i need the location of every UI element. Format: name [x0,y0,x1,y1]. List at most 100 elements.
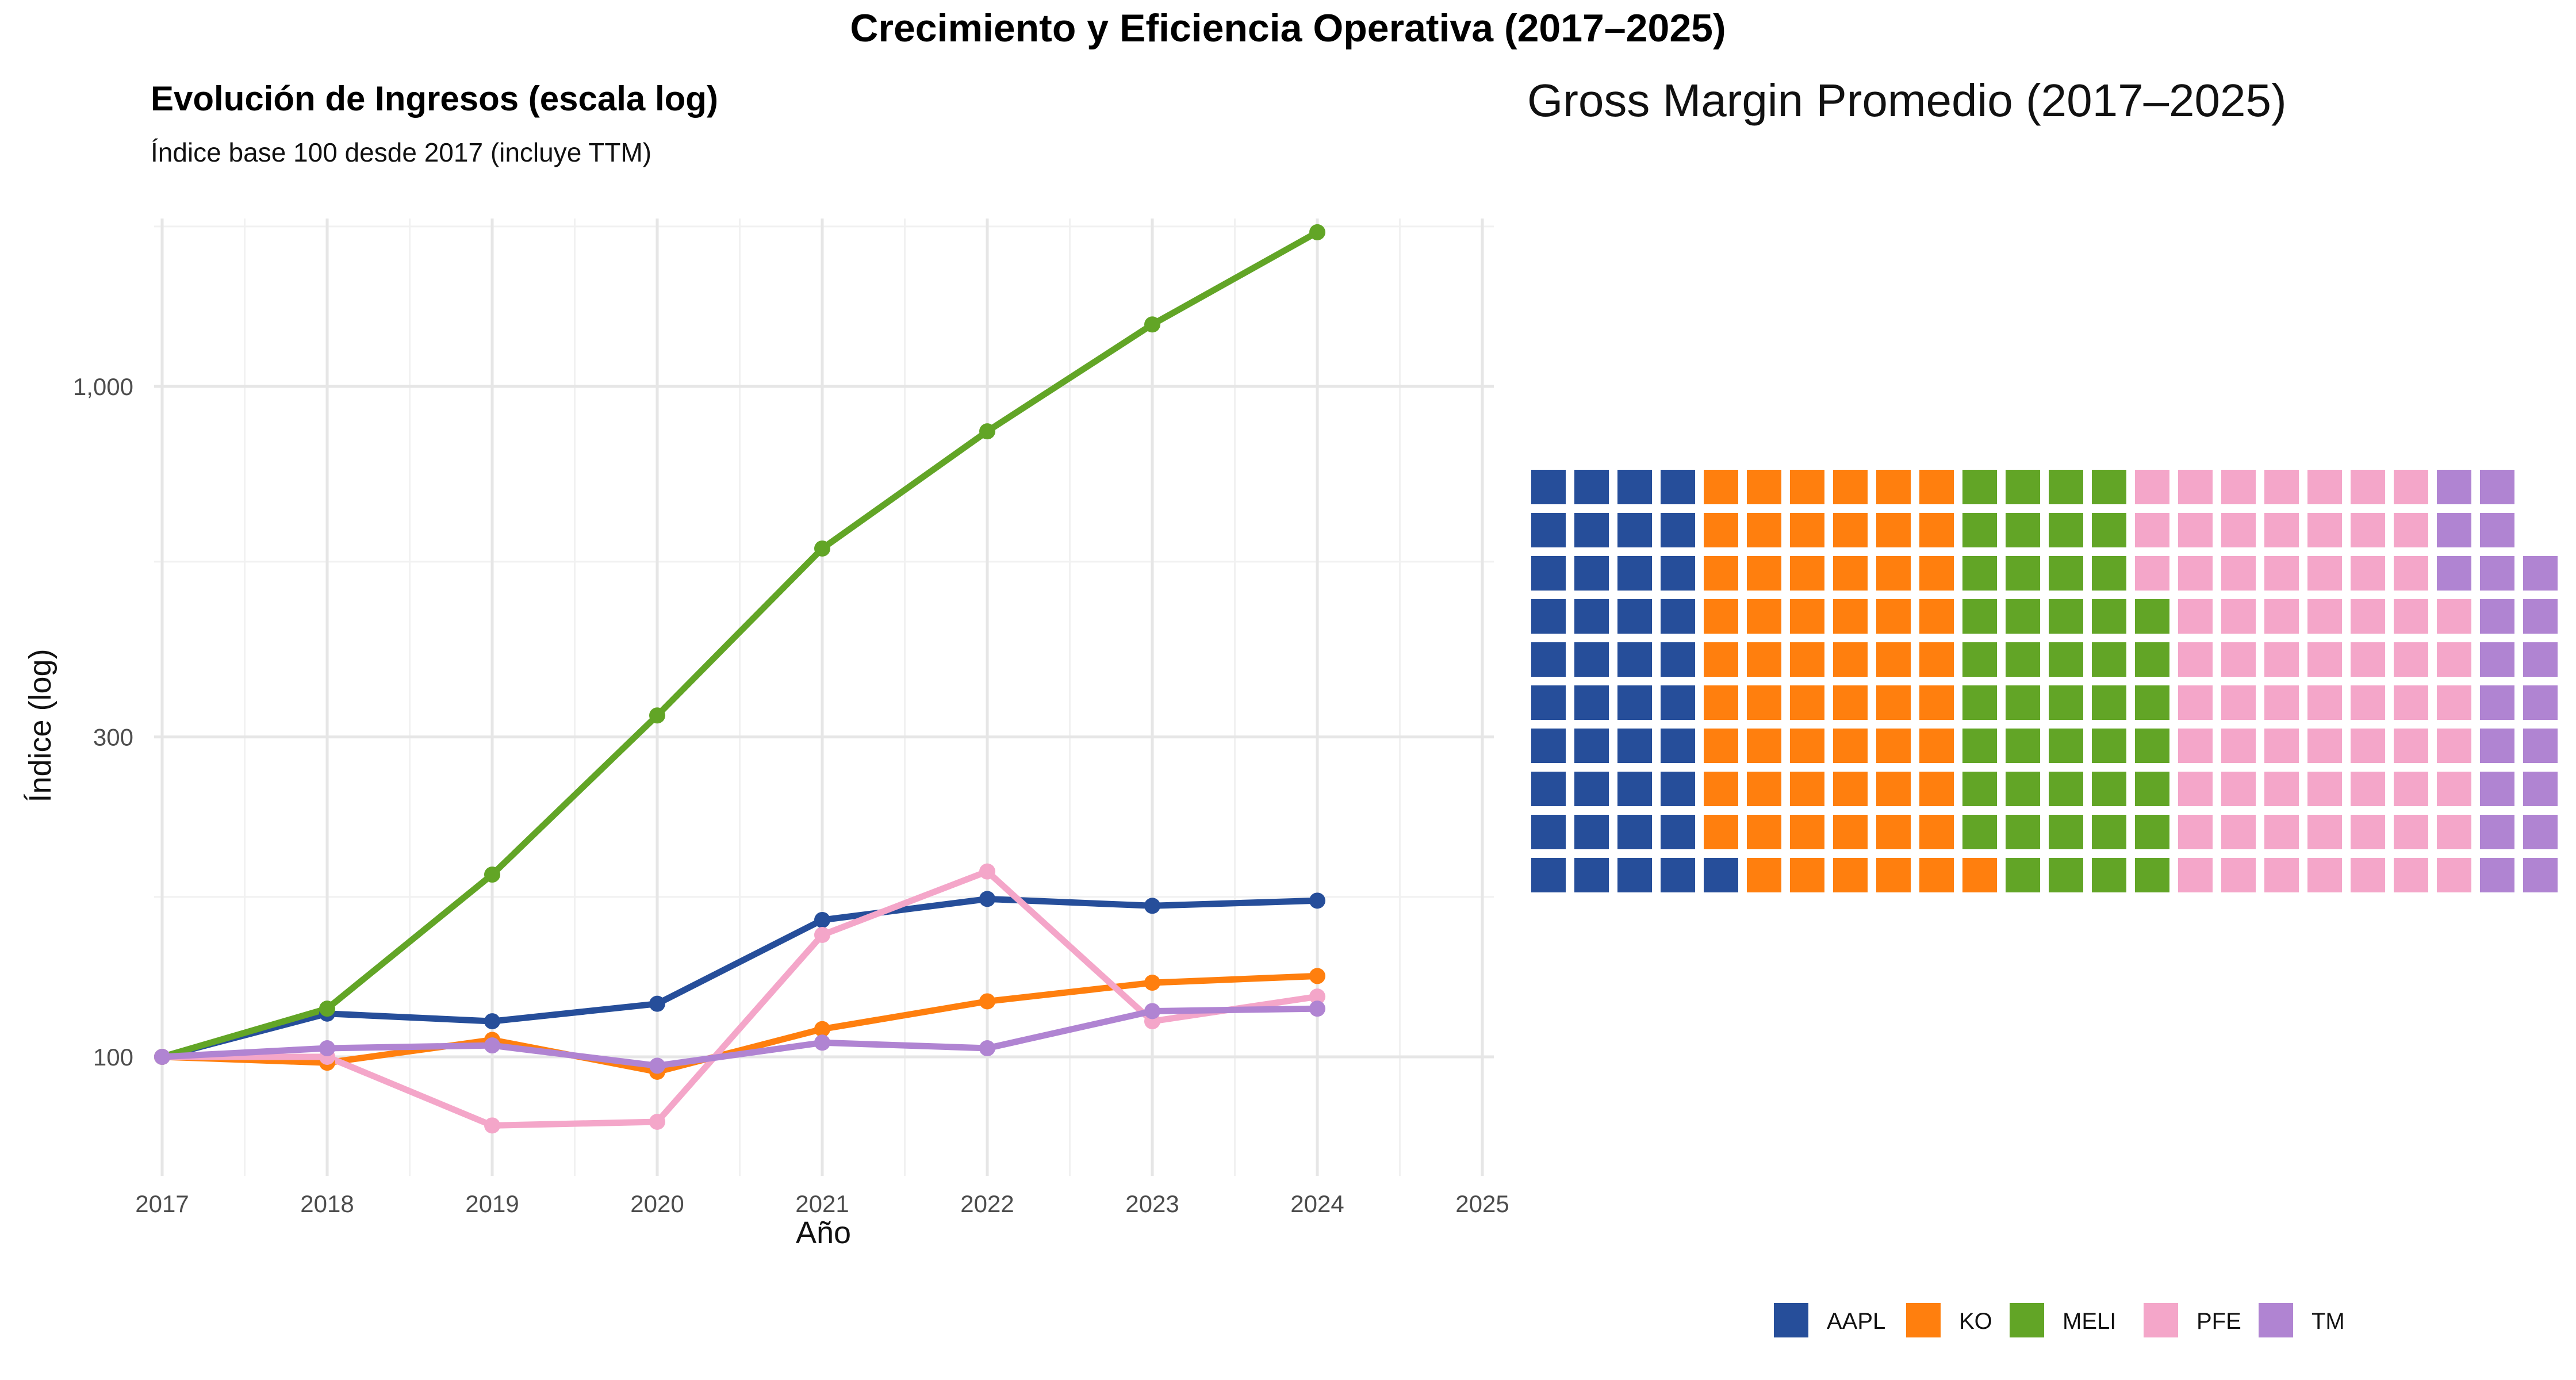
waffle-cell-meli [2006,772,2040,806]
waffle-cell-tm [2523,729,2558,763]
waffle-cell-pfe [2351,685,2385,720]
waffle-cell-pfe [2178,642,2213,677]
data-point-aapl [979,891,995,907]
data-point-meli [484,867,500,883]
waffle-cell-pfe [2307,599,2342,634]
waffle-cell-aapl [1574,470,1609,504]
waffle-cell-tm [2480,729,2514,763]
waffle-cell-meli [2006,815,2040,849]
waffle-cell-meli [1962,513,1997,547]
waffle-cell-ko [1919,772,1954,806]
data-point-meli [649,707,665,724]
waffle-cell-ko [1704,513,1738,547]
waffle-cell-pfe [2221,685,2256,720]
waffle-cell-ko [1704,599,1738,634]
waffle-cell-aapl [1531,513,1566,547]
waffle-cell-pfe [2264,599,2299,634]
data-point-aapl [1144,898,1160,914]
waffle-cell-ko [1790,556,1824,591]
waffle-cell-aapl [1574,599,1609,634]
waffle-cell-meli [2092,858,2126,892]
x-tick-label: 2025 [1455,1190,1509,1217]
data-point-tm [154,1049,170,1065]
waffle-cell-pfe [2307,556,2342,591]
waffle-cell-aapl [1617,599,1652,634]
waffle-cell-pfe [2351,642,2385,677]
waffle-cell-tm [2523,556,2558,591]
waffle-cell-meli [2049,729,2083,763]
waffle-cell-ko [1876,513,1911,547]
waffle-cell-ko [1919,858,1954,892]
waffle-cell-ko [1833,815,1868,849]
waffle-cell-meli [2049,642,2083,677]
waffle-cell-ko [1747,470,1781,504]
x-tick-label: 2020 [630,1190,684,1217]
waffle-cell-aapl [1574,729,1609,763]
waffle-cell-ko [1876,685,1911,720]
waffle-cell-meli [2006,599,2040,634]
waffle-cell-pfe [2307,815,2342,849]
waffle-cell-ko [1704,772,1738,806]
waffle-cell-pfe [2264,729,2299,763]
waffle-cell-pfe [2307,729,2342,763]
waffle-cell-tm [2480,642,2514,677]
waffle-cell-pfe [2437,772,2471,806]
waffle-cell-ko [1704,470,1738,504]
series-line-pfe [159,868,1321,1129]
waffle-cell-pfe [2351,556,2385,591]
waffle-cell-pfe [2437,642,2471,677]
waffle-cell-meli [1962,470,1997,504]
waffle-cell-aapl [1617,772,1652,806]
waffle-cell-meli [2049,513,2083,547]
waffle-cell-pfe [2221,470,2256,504]
waffle-cell-pfe [2221,599,2256,634]
waffle-cell-meli [1962,642,1997,677]
waffle-cell-pfe [2394,470,2428,504]
waffle-cell-pfe [2394,642,2428,677]
waffle-cell-meli [2135,772,2169,806]
waffle-cell-ko [1876,772,1911,806]
waffle-cell-pfe [2178,858,2213,892]
waffle-cell-aapl [1617,642,1652,677]
waffle-cell-pfe [2135,470,2169,504]
waffle-cell-meli [2135,858,2169,892]
waffle-cell-meli [2006,470,2040,504]
waffle-cell-aapl [1531,685,1566,720]
waffle-cell-aapl [1661,513,1695,547]
waffle-cell-meli [2092,772,2126,806]
waffle-cell-pfe [2351,513,2385,547]
y-tick-label: 300 [93,724,133,751]
waffle-cell-aapl [1661,772,1695,806]
waffle-legend: AAPL KO MELI PFE TM [1774,1303,2345,1337]
waffle-cell-tm [2437,513,2471,547]
waffle-cell-aapl [1617,556,1652,591]
waffle-cell-pfe [2178,772,2213,806]
waffle-cell-meli [2092,556,2126,591]
legend-label-aapl: AAPL [1827,1309,1885,1334]
waffle-cell-ko [1962,858,1997,892]
series-line-ko [159,972,1321,1075]
line-chart-y-ticks: 100 300 1,000 [73,373,133,1071]
waffle-cell-meli [2006,642,2040,677]
waffle-cell-aapl [1661,642,1695,677]
data-point-meli [319,1000,335,1017]
waffle-cell-pfe [2264,642,2299,677]
waffle-cell-pfe [2178,815,2213,849]
waffle-cell-ko [1876,858,1911,892]
waffle-cell-meli [1962,815,1997,849]
x-tick-label: 2021 [795,1190,849,1217]
data-point-pfe [649,1113,665,1130]
series-line-aapl [159,895,1321,1060]
waffle-cell-pfe [2221,815,2256,849]
waffle-cell-ko [1919,815,1954,849]
legend-swatch-aapl [1774,1303,1808,1337]
waffle-cell-tm [2437,556,2471,591]
waffle-cell-meli [2135,815,2169,849]
waffle-cell-pfe [2221,729,2256,763]
waffle-cell-ko [1919,599,1954,634]
waffle-cell-pfe [2221,858,2256,892]
waffle-cell-aapl [1661,470,1695,504]
waffle-cell-aapl [1661,685,1695,720]
data-point-tm [319,1040,335,1057]
waffle-cells [1531,470,2558,892]
